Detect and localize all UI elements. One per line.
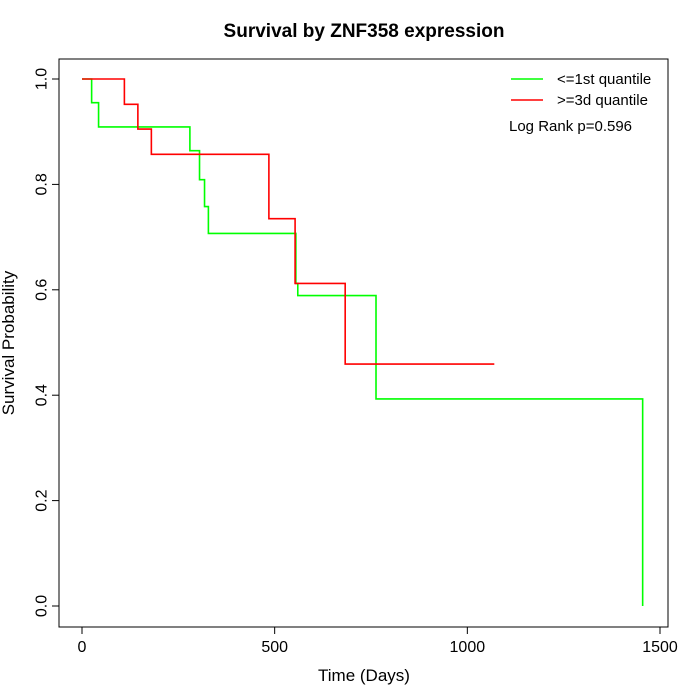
chart-title: Survival by ZNF358 expression bbox=[224, 21, 505, 42]
y-tick-label: 0.0 bbox=[34, 595, 51, 617]
x-tick-label: 1500 bbox=[642, 639, 678, 656]
y-tick-label: 0.8 bbox=[34, 173, 51, 195]
x-axis: 0 500 1000 1500 bbox=[78, 626, 678, 656]
legend: <=1st quantile >=3d quantile bbox=[511, 71, 651, 109]
legend-label-low: <=1st quantile bbox=[557, 71, 651, 88]
series-layer bbox=[82, 78, 644, 606]
y-tick-label: 0.4 bbox=[34, 384, 51, 406]
y-axis: 0.0 0.2 0.4 0.6 0.8 1.0 bbox=[34, 68, 60, 617]
y-tick-label: 0.6 bbox=[34, 279, 51, 301]
survival-curve-high bbox=[82, 78, 495, 365]
y-axis-label: Survival Probability bbox=[0, 270, 18, 415]
x-tick-label: 500 bbox=[261, 639, 288, 656]
survival-curve-low bbox=[82, 78, 644, 606]
y-tick-label: 1.0 bbox=[34, 68, 51, 90]
x-axis-label: Time (Days) bbox=[318, 666, 410, 685]
y-tick-label: 0.2 bbox=[34, 489, 51, 511]
log-rank-annotation: Log Rank p=0.596 bbox=[509, 118, 632, 135]
x-tick-label: 0 bbox=[78, 639, 87, 656]
legend-label-high: >=3d quantile bbox=[557, 92, 648, 109]
x-tick-label: 1000 bbox=[450, 639, 486, 656]
